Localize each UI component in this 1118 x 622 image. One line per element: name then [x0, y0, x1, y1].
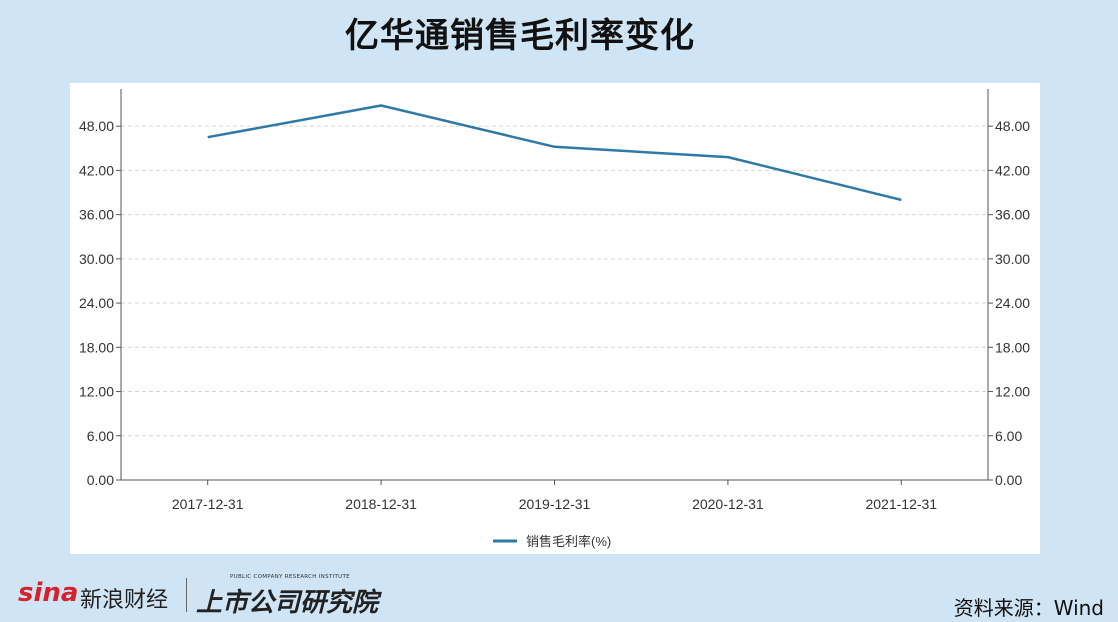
- footer-logo: sina 新浪财经 PUBLIC COMPANY RESEARCH INSTIT…: [18, 572, 398, 620]
- y-tick-label-left: 12.00: [79, 384, 114, 400]
- y-tick-label-left: 48.00: [79, 118, 114, 134]
- chart-panel: 0.00 0.00 6.00 6.00 12.00 12.00 18.00 18.00 24.0…: [70, 83, 1040, 554]
- y-tick-label-right: 18.00: [995, 339, 1030, 355]
- x-tick-label: 2021-12-31: [865, 496, 937, 512]
- x-tick-label: 2018-12-31: [345, 496, 417, 512]
- y-tick-label-right: 48.00: [995, 118, 1030, 134]
- y-tick-label-left: 24.00: [79, 295, 114, 311]
- series-layer: [207, 104, 902, 202]
- y-tick-label-left: 30.00: [79, 251, 114, 267]
- y-tick-label-right: 36.00: [995, 207, 1030, 223]
- legend: 销售毛利率(%): [493, 534, 611, 549]
- y-tick-label-right: 24.00: [995, 295, 1030, 311]
- y-tick-label-right: 42.00: [995, 162, 1030, 178]
- y-tick-label-right: 30.00: [995, 251, 1030, 267]
- x-tick-label: 2017-12-31: [172, 496, 244, 512]
- x-tick-label: 2019-12-31: [519, 496, 591, 512]
- y-tick-label-left: 18.00: [79, 339, 114, 355]
- y-tick-label-left: 36.00: [79, 207, 114, 223]
- data-source: 资料来源：Wind: [953, 596, 1104, 620]
- y-tick-label-left: 42.00: [79, 162, 114, 178]
- x-tick-label: 2020-12-31: [692, 496, 764, 512]
- sina-finance-label: 新浪财经: [80, 588, 169, 613]
- legend-label: 销售毛利率(%): [526, 534, 611, 549]
- y-tick-label-right: 0.00: [995, 472, 1022, 488]
- grid-layer: [121, 125, 988, 437]
- logo-divider: [186, 578, 187, 612]
- series-line: [207, 104, 902, 202]
- institute-cn-label: 上市公司研究院: [196, 588, 379, 618]
- line-chart: 0.00 0.00 6.00 6.00 12.00 12.00 18.00 18.00 24.0…: [79, 89, 1030, 549]
- institute-en-label: PUBLIC COMPANY RESEARCH INSTITUTE: [230, 574, 350, 580]
- axes-layer: 0.00 0.00 6.00 6.00 12.00 12.00 18.00 18.00 24.0…: [79, 89, 1030, 512]
- chart-title: 亿华通销售毛利率变化: [345, 16, 695, 56]
- y-tick-label-left: 0.00: [87, 472, 114, 488]
- y-tick-label-right: 12.00: [995, 384, 1030, 400]
- y-tick-label-left: 6.00: [87, 428, 114, 444]
- y-tick-label-right: 6.00: [995, 428, 1022, 444]
- sina-logo: sina: [18, 578, 79, 608]
